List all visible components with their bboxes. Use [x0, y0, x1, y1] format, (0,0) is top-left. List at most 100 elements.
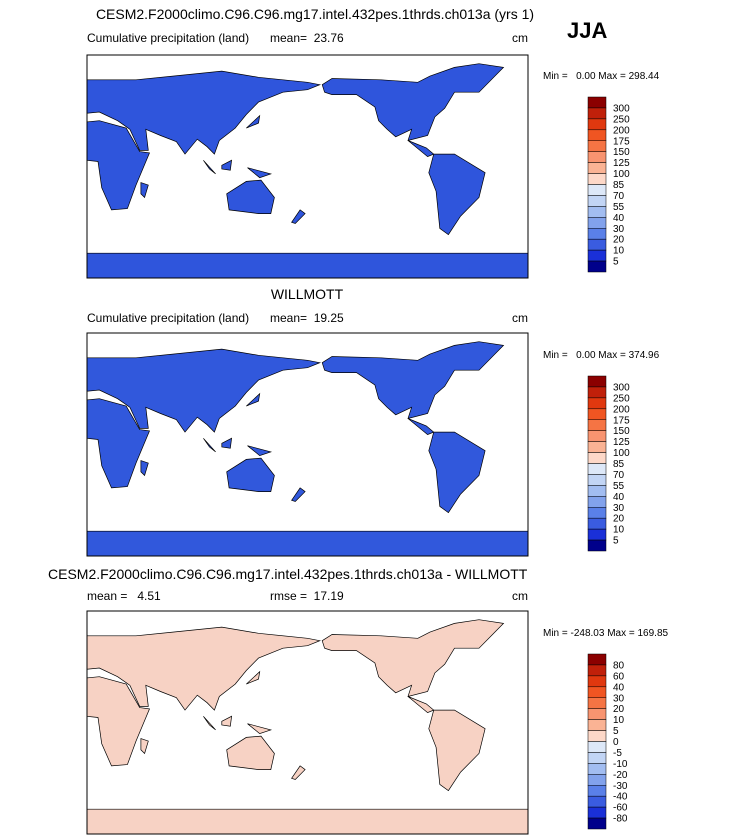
colorbar-box [587, 195, 607, 207]
land [203, 716, 216, 731]
map [86, 332, 529, 557]
colorbar-label: 125 [613, 437, 630, 448]
colorbar-label: 5 [613, 536, 619, 547]
land [291, 209, 306, 224]
colorbar-box [587, 173, 607, 185]
colorbar-box [587, 474, 607, 486]
colorbar-box [587, 730, 607, 742]
land [140, 460, 149, 477]
colorbar-label: 70 [613, 191, 625, 202]
land [247, 167, 273, 179]
land [246, 670, 261, 685]
colorbar-box [587, 741, 607, 753]
land [428, 431, 486, 514]
map-frame [86, 54, 529, 279]
land [291, 765, 306, 780]
land [226, 457, 275, 492]
colorbar-box [587, 260, 607, 273]
colorbar-label: 175 [613, 415, 630, 426]
land [221, 715, 233, 727]
colorbar-label: 30 [613, 503, 625, 514]
land [86, 70, 322, 155]
figure-title: JJA [567, 18, 607, 43]
colorbar-label: -10 [613, 759, 628, 770]
colorbar-label: 5 [613, 726, 619, 737]
colorbar-box [587, 249, 607, 262]
colorbar-label: 300 [613, 103, 630, 114]
colorbar-box [587, 817, 607, 830]
land [86, 348, 322, 433]
units-label: cm [512, 31, 528, 45]
land [226, 735, 275, 770]
colorbar-label: 40 [613, 213, 625, 224]
colorbar-label: 55 [613, 481, 625, 492]
rmse-label: rmse = 17.19 [270, 589, 344, 603]
mean-label: mean = 4.51 [87, 589, 161, 603]
min-max-label: Min = -248.03 Max = 169.85 [543, 628, 669, 639]
land [221, 437, 233, 449]
colorbar-box [587, 151, 607, 163]
land [247, 445, 273, 456]
map-frame [86, 610, 529, 835]
land [221, 159, 233, 171]
colorbar-label: 250 [613, 114, 630, 125]
land [86, 808, 529, 835]
colorbar-label: 250 [613, 393, 630, 404]
variable-label: Cumulative precipitation (land) [87, 311, 249, 325]
colorbar-box [587, 419, 607, 431]
colorbar-box [587, 463, 607, 475]
colorbar-label: 10 [613, 715, 625, 726]
colorbar-label: 10 [613, 525, 625, 536]
colorbar-box [587, 162, 607, 174]
colorbar-box [587, 653, 607, 666]
colorbar-box [587, 217, 607, 229]
colorbar-box [587, 238, 607, 251]
panel-title: CESM2.F2000climo.C96.C96.mg17.intel.432p… [48, 566, 528, 582]
colorbar-label: 150 [613, 426, 630, 437]
colorbar-label: 85 [613, 459, 625, 470]
colorbar-label: 0 [613, 737, 619, 748]
land [246, 392, 261, 407]
map [86, 610, 529, 835]
colorbar-box [587, 697, 607, 709]
colorbar-label: 55 [613, 202, 625, 213]
colorbar-box [587, 496, 607, 508]
colorbar-label: 150 [613, 147, 630, 158]
colorbar-box [587, 528, 607, 541]
colorbar-label: -30 [613, 781, 628, 792]
colorbar-box [587, 96, 607, 109]
colorbar-label: 30 [613, 693, 625, 704]
land [321, 619, 505, 697]
colorbar-box [587, 785, 607, 797]
colorbar-box [587, 664, 607, 677]
colorbar-box [587, 452, 607, 464]
colorbar-box [587, 719, 607, 731]
units-label: cm [512, 589, 528, 603]
colorbar-box [587, 517, 607, 530]
colorbar-box [587, 206, 607, 218]
colorbar-label: 200 [613, 404, 630, 415]
colorbar-label: 175 [613, 136, 630, 147]
colorbar-box [587, 107, 607, 120]
colorbar-label: 30 [613, 224, 625, 235]
colorbar-box [587, 806, 607, 819]
colorbar-label: 20 [613, 514, 625, 525]
colorbar-label: 85 [613, 180, 625, 191]
map-frame [86, 332, 529, 557]
min-max-label: Min = 0.00 Max = 374.96 [543, 350, 660, 361]
colorbar-box [587, 539, 607, 552]
land [86, 252, 529, 279]
colorbar-box [587, 774, 607, 786]
colorbar-label: 300 [613, 382, 630, 393]
land [428, 153, 486, 236]
colorbar-label: 5 [613, 257, 619, 268]
colorbar-label: 40 [613, 682, 625, 693]
land [428, 709, 486, 792]
colorbar-box [587, 795, 607, 808]
units-label: cm [512, 311, 528, 325]
colorbar-box [587, 228, 607, 240]
colorbar-label: 125 [613, 158, 630, 169]
colorbar-box [587, 129, 607, 141]
min-max-label: Min = 0.00 Max = 298.44 [543, 71, 660, 82]
variable-label: Cumulative precipitation (land) [87, 31, 249, 45]
